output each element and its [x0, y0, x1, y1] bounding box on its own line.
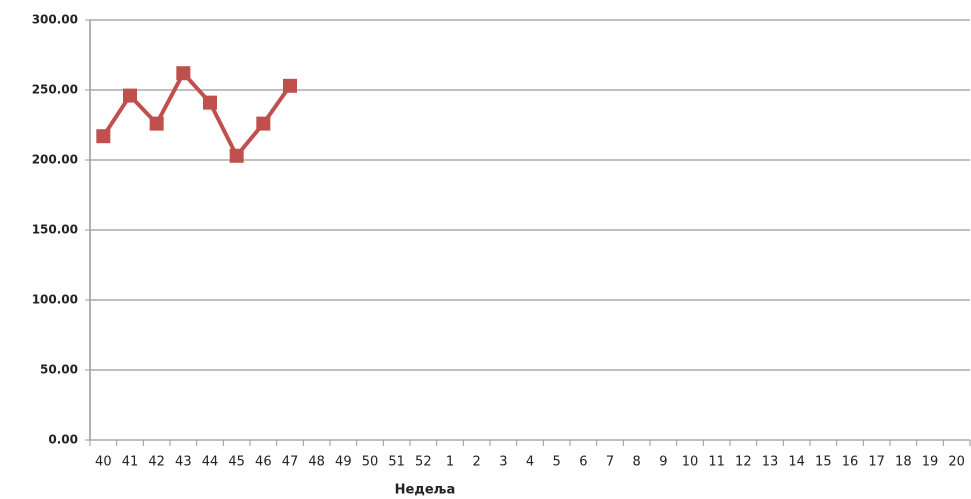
data-point: [123, 88, 137, 103]
x-tick-label: 13: [762, 455, 779, 470]
x-tick-label: 48: [308, 455, 325, 470]
x-tick-label: 14: [788, 455, 805, 470]
y-tick-label: 0.00: [48, 433, 78, 447]
data-point: [176, 66, 191, 81]
x-tick-label: 41: [122, 455, 139, 470]
data-point: [96, 129, 111, 144]
x-tick-label: 10: [682, 455, 699, 470]
x-tick-label: 50: [362, 455, 379, 470]
x-tick-label: 19: [922, 455, 939, 470]
x-tick-label: 43: [175, 455, 192, 470]
x-tick-label: 4: [526, 455, 534, 470]
x-tick-label: 7: [606, 455, 614, 470]
x-tick-label: 15: [815, 455, 832, 470]
x-tick-label: 1: [446, 455, 454, 470]
x-tick-label: 52: [415, 455, 432, 470]
x-tick-label: 51: [388, 455, 405, 470]
x-tick-label: 18: [895, 455, 912, 470]
x-tick-label: 9: [659, 455, 667, 470]
x-tick-label: 5: [553, 455, 561, 470]
data-point: [149, 116, 164, 131]
y-tick-label: 100.00: [32, 293, 78, 307]
data-point: [256, 116, 271, 131]
x-tick-label: 46: [255, 455, 272, 470]
x-tick-label: 12: [735, 455, 752, 470]
y-tick-label: 50.00: [40, 363, 78, 377]
x-tick-label: 17: [868, 455, 885, 470]
data-point: [283, 78, 297, 93]
x-tick-label: 47: [282, 455, 299, 470]
x-axis-title: Недеља: [395, 483, 456, 498]
y-tick-label: 200.00: [32, 153, 78, 167]
y-tick-label: 150.00: [32, 223, 78, 237]
x-tick-label: 20: [948, 455, 965, 470]
series-line: [101, 71, 292, 158]
x-tick-label: 8: [633, 455, 641, 470]
x-tick-label: 6: [579, 455, 587, 470]
x-tick-label: 16: [842, 455, 859, 470]
data-point: [203, 95, 217, 110]
y-tick-label: 300.00: [32, 13, 78, 27]
x-tick-label: 40: [95, 455, 112, 470]
x-tick-label: 2: [473, 455, 481, 470]
x-tick-label: 3: [499, 455, 507, 470]
x-tick-label: 11: [708, 455, 725, 470]
x-tick-label: 44: [202, 455, 219, 470]
x-tick-label: 42: [148, 455, 165, 470]
y-tick-label: 250.00: [32, 83, 78, 97]
x-tick-label: 49: [335, 455, 352, 470]
x-tick-label: 45: [228, 455, 245, 470]
data-point: [229, 148, 244, 163]
